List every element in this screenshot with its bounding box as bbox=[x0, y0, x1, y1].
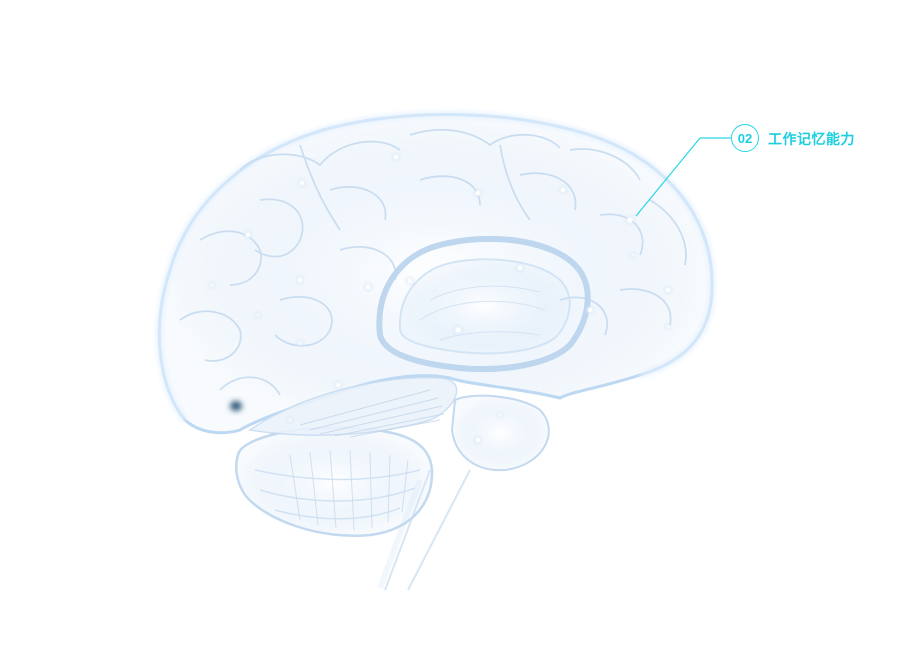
callout-label: 工作记忆能力 bbox=[768, 132, 855, 148]
callout-number-badge: 02 bbox=[731, 124, 759, 152]
callout-number: 02 bbox=[737, 130, 753, 146]
pons bbox=[450, 394, 550, 472]
dark-spot bbox=[230, 401, 242, 411]
neuron-dot-cores bbox=[246, 155, 670, 442]
cerebrum bbox=[155, 110, 716, 438]
callout-leader-line bbox=[635, 137, 731, 217]
cerebellum bbox=[235, 426, 434, 537]
